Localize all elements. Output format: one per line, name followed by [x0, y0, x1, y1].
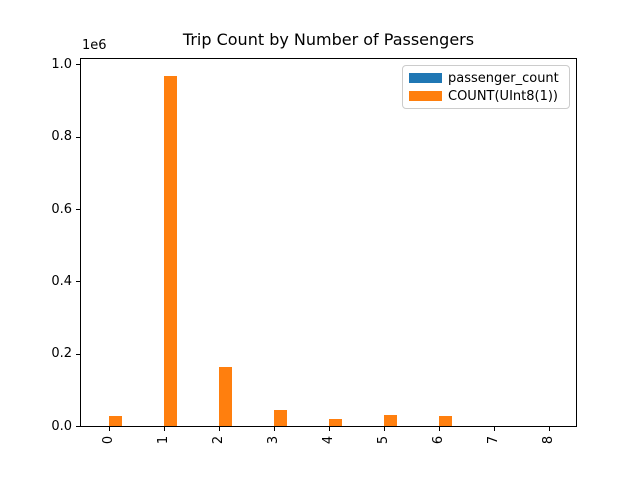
x-tick-mark — [273, 427, 275, 431]
legend-item-passenger-count: passenger_count — [409, 71, 563, 86]
y-tick-mark — [76, 353, 80, 355]
bar-count — [163, 76, 178, 426]
legend: passenger_count COUNT(UInt8(1)) — [402, 65, 570, 109]
x-tick-label: 6 — [430, 435, 446, 445]
chart-title: Trip Count by Number of Passengers — [182, 30, 475, 49]
legend-swatch-orange-icon — [409, 91, 442, 101]
bar-count — [438, 416, 453, 426]
legend-swatch-blue-icon — [409, 73, 442, 83]
x-tick-mark — [328, 427, 330, 431]
y-tick-mark — [76, 209, 80, 211]
x-tick-label: 7 — [485, 435, 501, 445]
plot-area — [80, 58, 577, 427]
x-tick-label: 5 — [375, 435, 391, 445]
y-tick-label: 0.6 — [51, 201, 72, 217]
x-tick-mark — [383, 427, 385, 431]
x-tick-label: 0 — [100, 435, 116, 445]
bar-count — [273, 409, 288, 426]
y-tick-label: 0.8 — [51, 129, 72, 145]
legend-label-passenger-count: passenger_count — [448, 70, 559, 86]
y-tick-mark — [76, 281, 80, 283]
y-tick-label: 0.0 — [51, 418, 72, 434]
y-axis-offset-text: 1e6 — [82, 38, 107, 53]
bar-count — [383, 414, 398, 426]
x-tick-label: 3 — [265, 435, 281, 445]
legend-label-count: COUNT(UInt8(1)) — [448, 88, 559, 104]
x-tick-label: 4 — [320, 435, 336, 445]
x-tick-mark — [548, 427, 550, 431]
x-tick-label: 8 — [540, 435, 556, 445]
legend-item-count: COUNT(UInt8(1)) — [409, 89, 563, 104]
x-tick-mark — [108, 427, 110, 431]
y-tick-label: 0.4 — [51, 273, 72, 289]
x-tick-mark — [163, 427, 165, 431]
bar-count — [218, 367, 233, 426]
y-tick-mark — [76, 136, 80, 138]
x-tick-label: 1 — [155, 435, 171, 445]
x-tick-mark — [218, 427, 220, 431]
bar-count — [108, 415, 123, 426]
y-tick-mark — [76, 426, 80, 427]
x-tick-mark — [493, 427, 495, 431]
y-tick-mark — [76, 64, 80, 66]
y-tick-label: 1.0 — [51, 56, 72, 72]
x-tick-label: 2 — [210, 435, 226, 445]
x-tick-mark — [438, 427, 440, 431]
bar-count — [328, 418, 343, 426]
y-tick-label: 0.2 — [51, 346, 72, 362]
